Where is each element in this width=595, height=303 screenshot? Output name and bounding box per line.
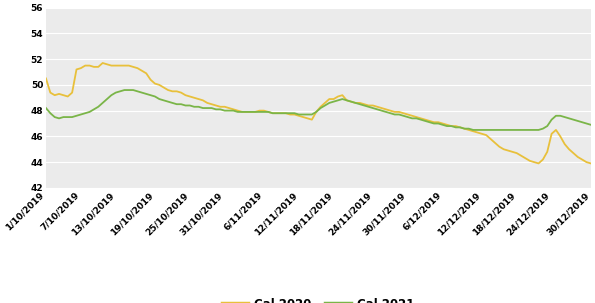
Legend: Cal 2020, Cal 2021: Cal 2020, Cal 2021: [217, 293, 419, 303]
